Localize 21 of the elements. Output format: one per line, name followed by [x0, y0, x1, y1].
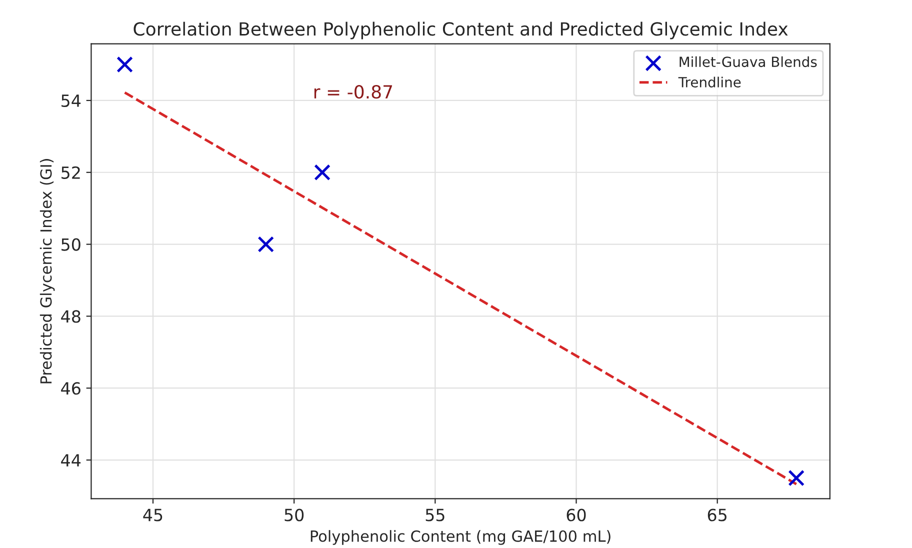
y-tick-label: 46 [61, 382, 80, 395]
point [788, 470, 805, 486]
x-tick-label: 60 [566, 508, 586, 522]
annotation: r = -0.87 [314, 85, 392, 99]
x-tick-label: 65 [708, 508, 726, 522]
y-tick-label: 54 [62, 94, 81, 108]
point [314, 164, 330, 181]
legend-label: Trendline [678, 76, 741, 88]
x-tick-label: 45 [143, 508, 162, 522]
y-tick-label: 50 [62, 238, 80, 251]
point [258, 236, 274, 252]
point [116, 56, 133, 73]
chart-title: Correlation Between Polyphenolic Content and Predicted Glycemic Index [134, 22, 788, 40]
y-axis-title: Predicted Glycemic Index (GI) [40, 159, 55, 384]
y-tick-label: 44 [61, 454, 81, 466]
y-tick-label: 52 [62, 166, 80, 179]
x-tick-label: 55 [426, 508, 444, 522]
x-tick-label: 50 [284, 508, 304, 522]
legend-label: Millet-Guava Blends [680, 56, 817, 68]
y-tick-label: 48 [61, 310, 80, 323]
x-axis-title: Polyphenolic Content (mg GAE/100 mL) [310, 530, 610, 545]
